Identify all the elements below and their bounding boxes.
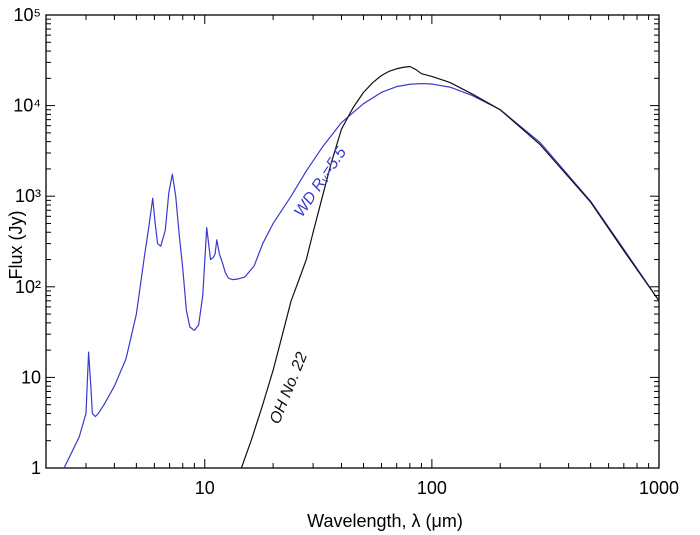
- y-tick-label: 10⁴: [13, 96, 41, 116]
- y-tick-label: 10²: [15, 277, 41, 297]
- x-tick-label: 100: [417, 478, 447, 498]
- axis-ticks: [45, 14, 659, 469]
- x-tick-label: 10: [195, 478, 215, 498]
- y-tick-label: 1: [31, 458, 41, 478]
- axis-tick-labels: 10 100 1000 1 10 10² 10³ 10⁴ 10⁵: [13, 5, 679, 498]
- y-tick-label: 10⁵: [14, 5, 41, 25]
- series-line-0: [63, 82, 660, 469]
- x-tick-label: 1000: [639, 478, 679, 498]
- series-annotation-oh: OH No. 22: [267, 350, 311, 427]
- x-axis-label: Wavelength, λ (μm): [307, 511, 463, 531]
- y-axis-label: Flux (Jy): [6, 211, 26, 280]
- y-tick-label: 10³: [15, 186, 41, 206]
- series-layer: [63, 65, 660, 469]
- series-line-1: [240, 65, 660, 469]
- y-tick-label: 10: [21, 367, 41, 387]
- plot-frame: [45, 14, 660, 469]
